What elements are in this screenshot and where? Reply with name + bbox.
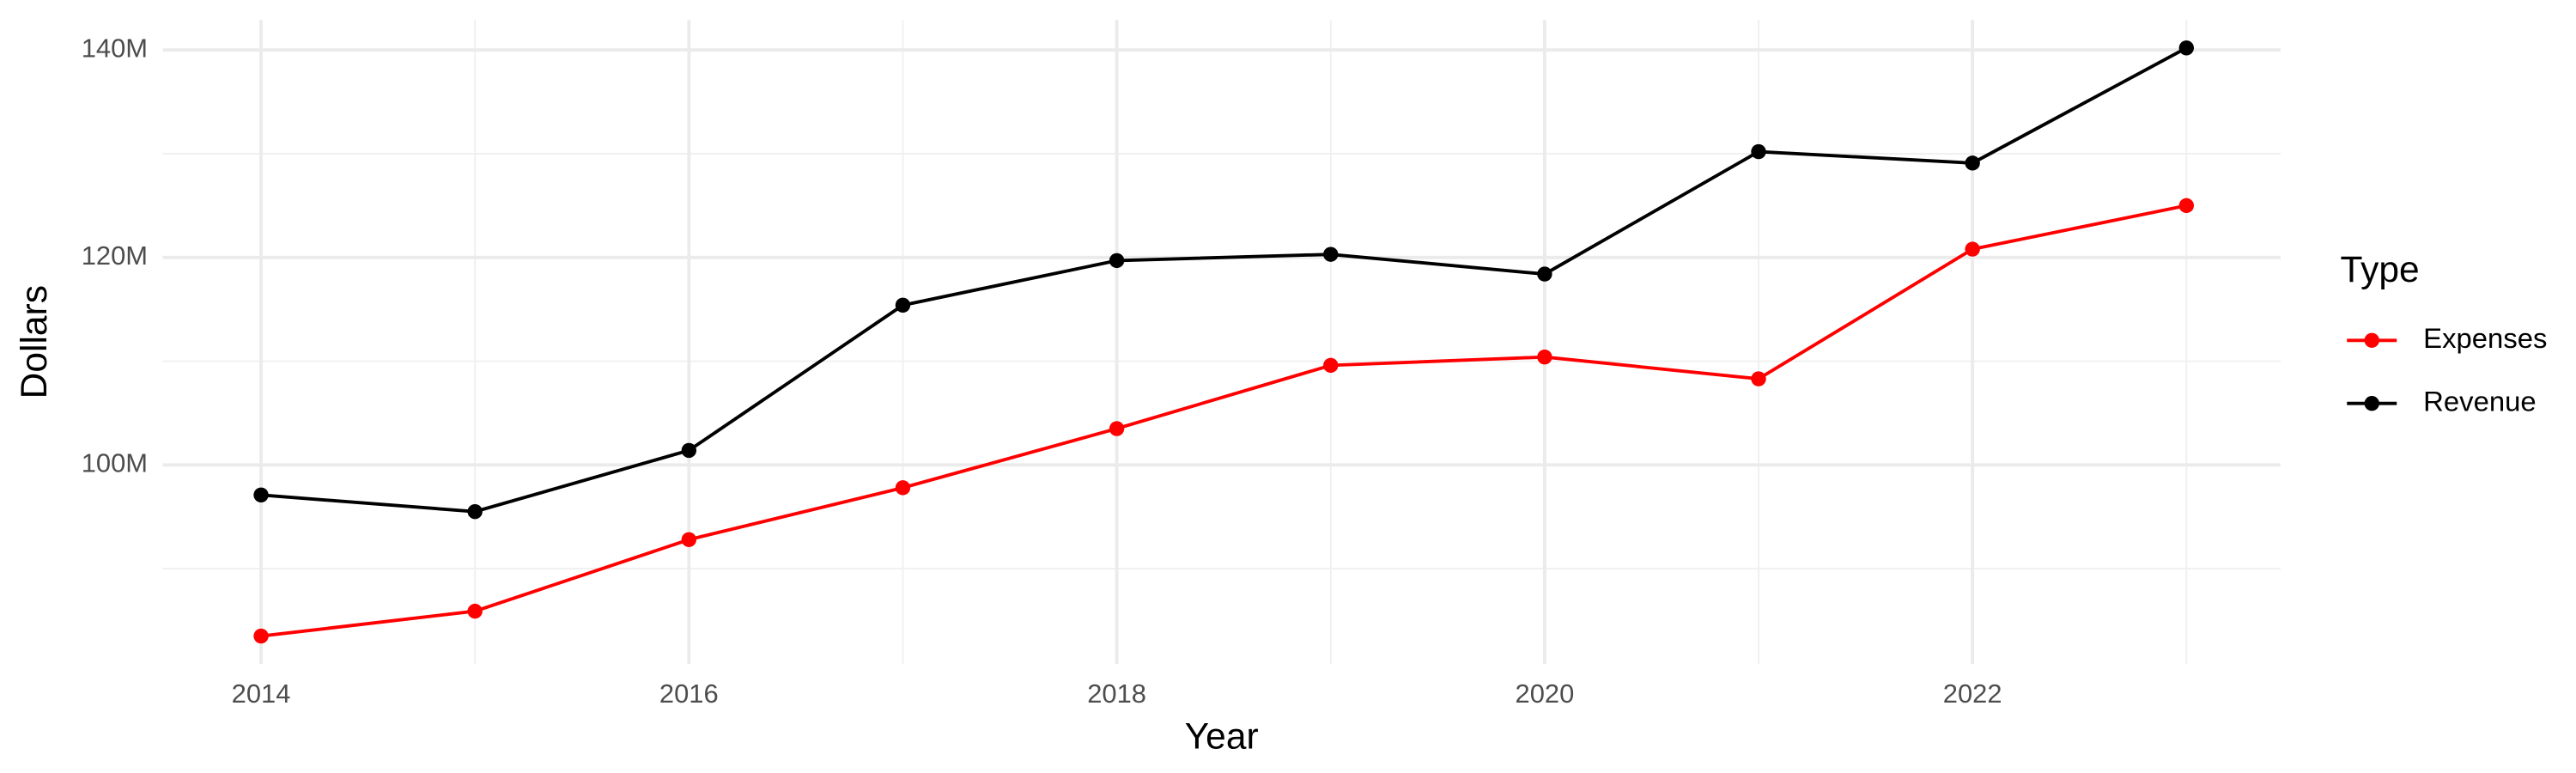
point <box>895 297 911 313</box>
point <box>253 487 269 503</box>
x-tick-label: 2016 <box>659 679 719 709</box>
point <box>2178 198 2195 214</box>
y-axis-title: Dollars <box>15 285 55 399</box>
x-tick-label: 2014 <box>232 679 291 709</box>
line <box>260 204 2187 638</box>
legend-label: Revenue <box>2423 385 2537 417</box>
point <box>1751 371 1766 386</box>
y-tick-label: 140M <box>82 33 148 63</box>
point <box>467 503 483 520</box>
point <box>467 603 483 619</box>
point <box>1109 253 1125 269</box>
x-tick-label: 2022 <box>1943 679 2002 709</box>
point <box>1323 357 1339 374</box>
legend-point <box>2364 332 2379 348</box>
legend-label: Expenses <box>2423 322 2547 354</box>
point <box>253 628 269 644</box>
point <box>895 480 911 496</box>
point <box>1109 421 1125 436</box>
point <box>681 532 697 547</box>
point <box>1323 247 1339 262</box>
legend-point <box>2364 396 2379 411</box>
y-tick-label: 100M <box>82 447 148 478</box>
y-tick-label: 120M <box>82 240 148 271</box>
x-tick-label: 2018 <box>1087 679 1146 709</box>
point <box>1751 143 1766 160</box>
x-tick-label: 2020 <box>1516 679 1575 709</box>
point <box>1537 350 1552 365</box>
point <box>1965 241 1980 257</box>
line <box>260 46 2188 514</box>
point <box>1537 266 1552 282</box>
grid <box>162 20 2281 665</box>
marks <box>253 40 2195 644</box>
point <box>681 442 697 459</box>
point <box>1965 155 1980 171</box>
x-axis-title: Year <box>1185 716 1259 757</box>
legend-title: Type <box>2341 250 2420 290</box>
point <box>2178 40 2195 56</box>
